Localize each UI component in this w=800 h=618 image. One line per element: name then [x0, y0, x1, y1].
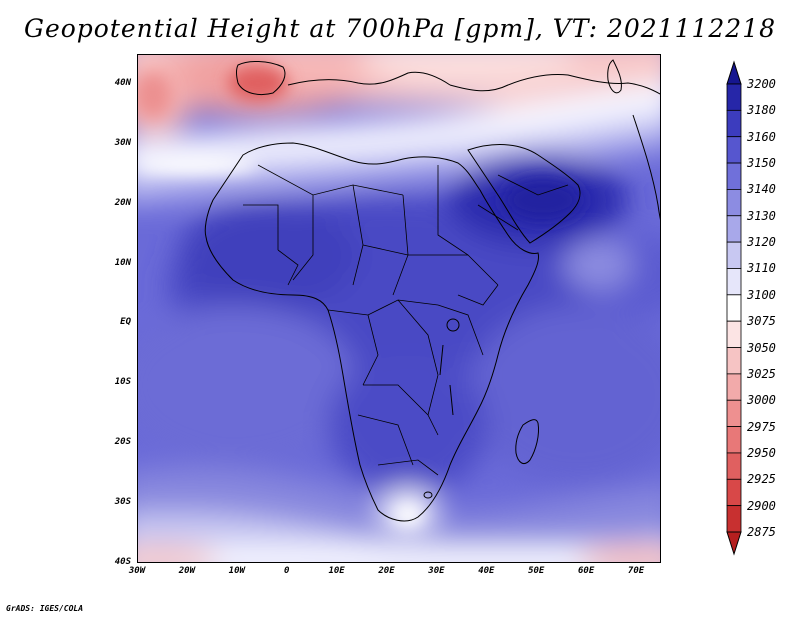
latitude-tick-label: 20N — [114, 197, 131, 208]
longitude-tick-label: 0 — [283, 566, 290, 576]
colorbar-level-label: 3120 — [747, 235, 776, 250]
colorbar-level-label: 3180 — [747, 103, 776, 118]
political-borders — [243, 164, 569, 476]
colorbar-segment — [726, 347, 742, 375]
latitude-tick-label: 40S — [114, 557, 131, 567]
colorbar-level-label: 3130 — [747, 208, 776, 223]
longitude-tick-label: 20W — [178, 566, 196, 576]
colorbar-level-label: 2900 — [747, 498, 776, 513]
longitude-tick-label: 20E — [378, 566, 395, 576]
latitude-tick-label: 30N — [114, 137, 131, 148]
longitude-tick-label: 40E — [478, 566, 495, 576]
colorbar-segment — [726, 373, 742, 401]
height-field-detail — [138, 65, 583, 525]
colorbar-level-label: 2950 — [747, 445, 776, 460]
longitude-tick-label: 50E — [528, 566, 545, 576]
colorbar-segment — [726, 452, 742, 480]
colorbar-segment — [726, 294, 742, 322]
latitude-tick-label: 40N — [114, 77, 131, 88]
colorbar-min-arrow — [726, 531, 742, 556]
colorbar-level-label: 3140 — [747, 182, 776, 197]
colorbar-level-label: 3100 — [747, 287, 776, 302]
map-panel — [137, 54, 661, 563]
colorbar-graphic — [726, 60, 742, 556]
colorbar-segment — [726, 215, 742, 243]
colorbar-level-label: 3200 — [747, 77, 776, 91]
coastlines — [204, 59, 660, 522]
colorbar-segment — [726, 136, 742, 164]
colorbar-segment — [726, 268, 742, 296]
longitude-tick-label: 30E — [428, 566, 445, 576]
latitude-tick-label: 30S — [114, 497, 131, 508]
colorbar-level-label: 3025 — [747, 366, 776, 381]
colorbar-segment — [726, 189, 742, 217]
colorbar-segment — [726, 426, 742, 454]
colorbar-segment — [726, 505, 742, 533]
colorbar-level-label: 3150 — [747, 156, 776, 171]
longitude-tick-label: 10W — [228, 566, 245, 576]
latitude-tick-label: 10N — [114, 257, 131, 268]
colorbar-level-label: 3075 — [747, 314, 776, 329]
lakes — [423, 318, 460, 499]
colorbar-level-label: 2925 — [747, 472, 776, 487]
colorbar-segment — [726, 162, 742, 190]
colorbar-max-arrow — [726, 60, 742, 85]
colorbar-segment — [726, 241, 742, 269]
colorbar-level-label: 3000 — [747, 393, 776, 408]
latitude-tick-label: 20S — [114, 437, 131, 448]
longitude-tick-label: 10E — [328, 566, 345, 576]
colorbar-level-label: 3050 — [747, 340, 776, 355]
colorbar-level-label: 2975 — [747, 419, 776, 434]
colorbar-level-label: 2875 — [747, 525, 776, 539]
grads-footer: GrADS: IGES/COLA — [6, 604, 84, 613]
latitude-tick-label: EQ — [120, 317, 131, 328]
colorbar-segment — [726, 478, 742, 507]
colorbar-segment — [726, 109, 742, 138]
colorbar-segment — [726, 399, 742, 427]
longitude-tick-label: 60E — [578, 566, 595, 576]
height-field-map — [138, 55, 660, 562]
colorbar-level-label: 3160 — [747, 129, 776, 144]
longitude-tick-label: 70E — [627, 566, 645, 576]
colorbar-segment — [726, 320, 742, 348]
map-title: Geopotential Height at 700hPa [gpm], VT:… — [23, 14, 777, 43]
longitude-tick-label: 30W — [128, 566, 146, 576]
colorbar-segment — [726, 83, 742, 111]
latitude-tick-label: 10S — [114, 377, 131, 388]
colorbar-level-label: 3110 — [747, 261, 776, 276]
